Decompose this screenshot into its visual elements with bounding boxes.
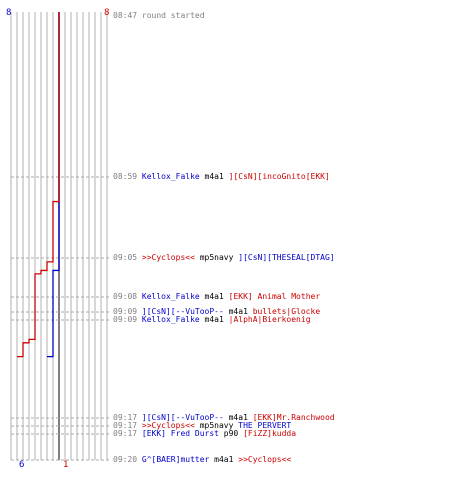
team-count-labels: 8 8 6 1 [6, 8, 109, 470]
event-text: m4a1 [223, 413, 253, 422]
event-text: Kellox_Falke [137, 292, 200, 301]
event-text: Kellox_Falke [137, 172, 200, 181]
event-text: p90 [218, 429, 244, 438]
event-text: bullets|Glocke [252, 307, 321, 316]
event-row: 09:08 Kellox_Falke m4a1 [EKK] Animal Mot… [113, 292, 320, 302]
event-text: [FiZZ]kudda [243, 429, 297, 438]
event-text: ][CsN][--VuTooP-- [137, 413, 224, 422]
event-time: 09:09 [113, 315, 138, 324]
event-text: |AlphA|Bierkoenig [228, 315, 311, 324]
event-text: m4a1 [199, 315, 229, 324]
event-time: 08:47 [113, 11, 138, 20]
team-blue-end-count: 6 [19, 460, 24, 470]
event-row: 08:47 round started [113, 11, 205, 21]
player-grid [10, 12, 108, 460]
event-text: >>Cyclops<< [238, 455, 292, 464]
event-text: m4a1 [199, 292, 229, 301]
event-time: 09:17 [113, 413, 138, 422]
event-row: 09:09 Kellox_Falke m4a1 |AlphA|Bierkoeni… [113, 315, 311, 325]
event-text: ][CsN][THESEAL[DTAG] [238, 253, 335, 262]
event-text: m4a1 [199, 172, 229, 181]
event-text: ][CsN][incoGnito[EKK] [228, 172, 330, 181]
event-text: round started [137, 11, 205, 20]
event-text: Kellox_Falke [137, 315, 200, 324]
team-red-start-count: 8 [104, 8, 109, 18]
event-row: 09:17 >>Cyclops<< mp5navy THE PERVERT [113, 421, 291, 431]
event-text: [EKK]Mr.Ranchwood [252, 413, 335, 422]
event-row: 09:09 ][CsN][--VuTooP-- m4a1 bullets|Glo… [113, 307, 320, 317]
team-red-end-count: 1 [63, 460, 68, 470]
event-guide-lines [11, 176, 111, 461]
event-row: 09:17 ][CsN][--VuTooP-- m4a1 [EKK]Mr.Ran… [113, 413, 335, 423]
event-time: 09:17 [113, 429, 138, 438]
event-text: G^[BAER]mutter [137, 455, 210, 464]
event-text: THE PERVERT [238, 421, 292, 430]
event-text: >>Cyclops<< [137, 421, 195, 430]
event-row: 09:05 >>Cyclops<< mp5navy ][CsN][THESEAL… [113, 253, 335, 263]
event-row: 08:59 Kellox_Falke m4a1 ][CsN][incoGnito… [113, 172, 330, 182]
event-time: 09:08 [113, 292, 138, 301]
event-time: 09:17 [113, 421, 138, 430]
event-text: [EKK] Fred Durst [137, 429, 219, 438]
event-text: mp5navy [194, 421, 239, 430]
event-text: >>Cyclops<< [137, 253, 195, 262]
team-line-red [17, 12, 60, 358]
team-lines [17, 12, 60, 358]
event-time: 09:05 [113, 253, 138, 262]
event-time: 09:09 [113, 307, 138, 316]
event-text: mp5navy [194, 253, 239, 262]
event-text: m4a1 [223, 307, 253, 316]
event-text: m4a1 [209, 455, 239, 464]
event-text: ][CsN][--VuTooP-- [137, 307, 224, 316]
team-blue-start-count: 8 [6, 8, 11, 18]
event-time: 09:20 [113, 455, 138, 464]
event-time: 08:59 [113, 172, 138, 181]
event-row: 09:20 G^[BAER]mutter m4a1 >>Cyclops<< [113, 455, 291, 465]
event-row: 09:17 [EKK] Fred Durst p90 [FiZZ]kudda [113, 429, 296, 439]
event-text: [EKK] Animal Mother [228, 292, 321, 301]
